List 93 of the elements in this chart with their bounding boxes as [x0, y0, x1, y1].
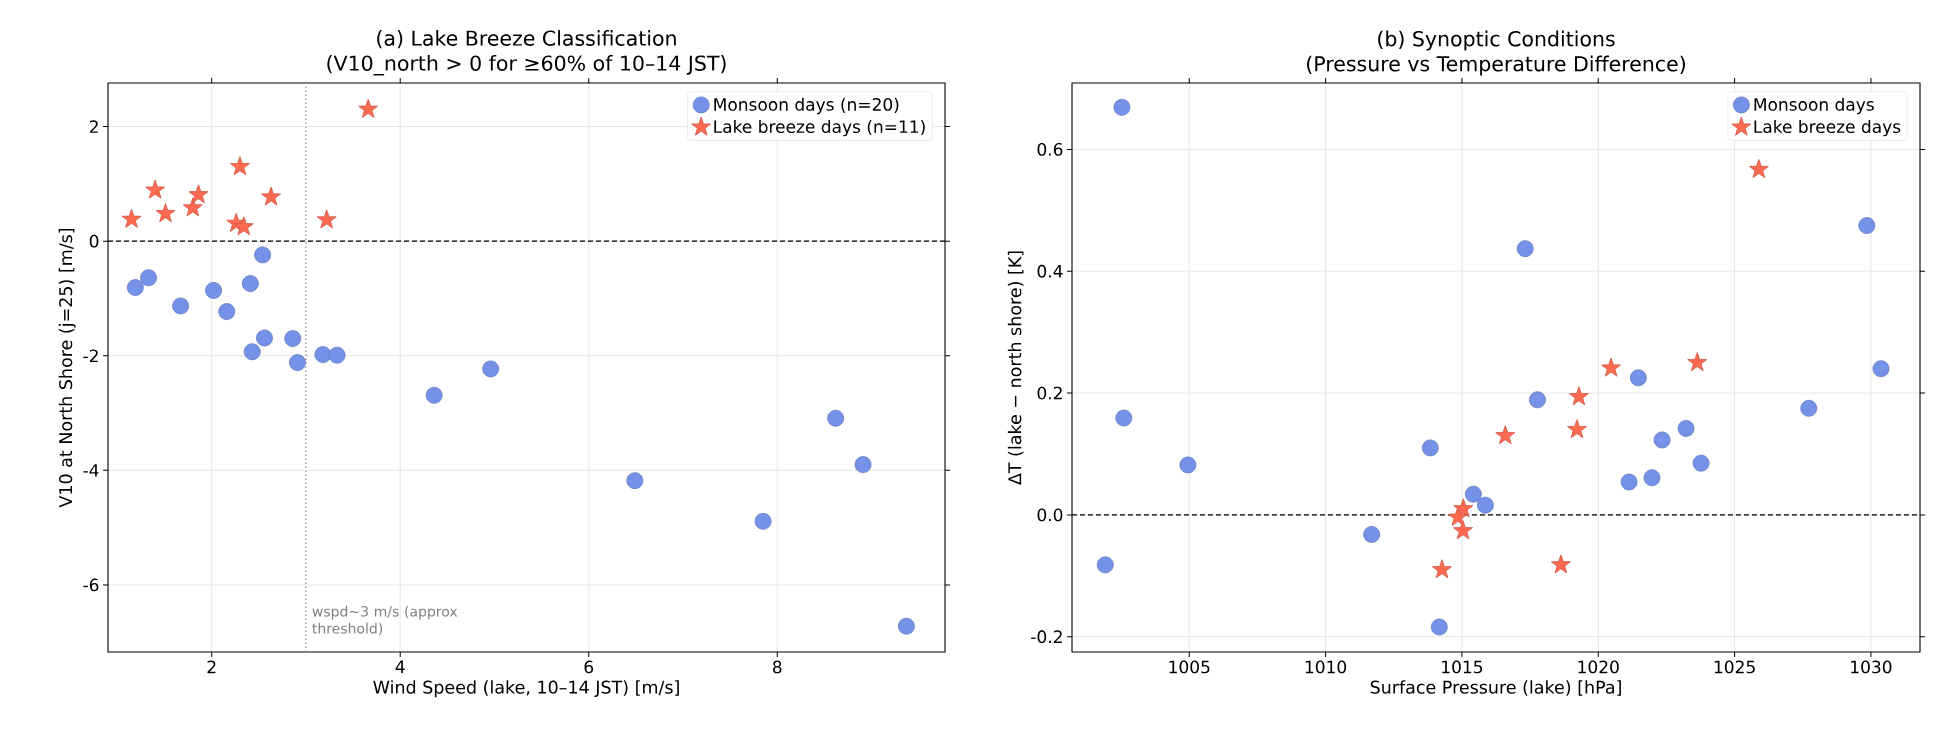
y-tick-label: 0.4 [1037, 264, 1063, 278]
point [205, 282, 222, 299]
point [316, 209, 337, 229]
point [121, 208, 142, 228]
legend-label: Lake breeze days [1754, 119, 1901, 137]
point [1692, 454, 1710, 472]
point [1568, 386, 1589, 406]
point [1643, 469, 1661, 487]
y-tick-label: 0.6 [1037, 142, 1063, 156]
x-tick-label: 8 [772, 660, 782, 674]
x-tick-label: 1020 [1578, 660, 1619, 674]
point [1476, 496, 1494, 514]
point [243, 343, 261, 361]
point [1858, 217, 1876, 234]
point [241, 275, 259, 292]
point [1687, 352, 1708, 372]
y-tick-label: -0.2 [1031, 630, 1062, 644]
x-tick-label: 6 [584, 660, 594, 674]
point [230, 156, 250, 176]
point [1629, 369, 1647, 387]
point [1447, 506, 1468, 526]
x-tick-label: 2 [207, 660, 216, 674]
y-axis-title: V10 at North Shore (j=25) [m/s] [58, 228, 76, 508]
y-tick-label: 0 [89, 234, 99, 248]
point [1601, 357, 1621, 377]
annotation: wspd~3 m/s (approx threshold) [312, 605, 458, 636]
point [314, 346, 332, 363]
point [897, 617, 915, 635]
y-tick-label: 0.2 [1037, 386, 1062, 400]
point [1432, 559, 1452, 579]
point [328, 346, 346, 364]
point [256, 329, 273, 347]
point [1529, 391, 1546, 409]
point [1464, 485, 1482, 503]
point [1748, 159, 1769, 178]
legend-label: Monsoon days [1754, 97, 1874, 115]
point [218, 303, 236, 321]
point [1567, 419, 1587, 439]
point [1800, 399, 1818, 417]
point [1872, 360, 1890, 378]
y-tick-label: -6 [83, 578, 99, 592]
y-tick-label: 2 [89, 120, 98, 133]
point [1516, 240, 1534, 258]
point [1113, 98, 1131, 116]
chart-subtitle: (V10_north > 0 for ≥60% of 10–14 JST) [327, 55, 726, 76]
point [284, 330, 302, 347]
point [261, 186, 281, 206]
point [140, 269, 157, 287]
y-tick-label: -2 [83, 349, 98, 363]
point [145, 179, 166, 199]
y-tick-label: 0.0 [1037, 508, 1063, 522]
point [754, 512, 772, 530]
x-tick-label: 4 [395, 660, 405, 673]
chart-title: (a) Lake Breeze Classification [377, 30, 676, 49]
point [1096, 556, 1114, 574]
point [482, 360, 500, 378]
point [1550, 554, 1571, 574]
point [626, 472, 644, 490]
point [854, 456, 872, 474]
legend-label: Lake breeze days (n=11) [714, 119, 925, 137]
x-tick-label: 1015 [1442, 660, 1483, 674]
point [126, 279, 144, 296]
point [1363, 526, 1381, 543]
point [233, 216, 254, 236]
x-tick-label: 1005 [1169, 660, 1210, 674]
point [1453, 520, 1473, 540]
point [1620, 473, 1638, 491]
point [1179, 456, 1197, 474]
point [1115, 409, 1133, 427]
point [1495, 425, 1516, 445]
y-axis-title: ΔT (lake − north shore) [K] [1007, 251, 1024, 485]
point [827, 409, 845, 427]
point [358, 98, 379, 118]
x-axis-title: Wind Speed (lake, 10–14 JST) [m/s] [373, 680, 679, 698]
point [155, 203, 176, 223]
point [172, 297, 189, 315]
point [254, 246, 271, 264]
chart-title: (b) Synoptic Conditions [1378, 30, 1615, 51]
x-tick-label: 1010 [1305, 660, 1347, 674]
x-tick-label: 1030 [1851, 660, 1892, 674]
y-tick-label: -4 [83, 464, 99, 477]
point [1653, 431, 1671, 449]
point [1421, 439, 1439, 457]
chart-subtitle: (Pressure vs Temperature Difference) [1307, 55, 1685, 76]
legend-label: Monsoon days (n=20) [714, 97, 899, 115]
x-axis-title: Surface Pressure (lake) [hPa] [1370, 680, 1621, 696]
x-tick-label: 1025 [1714, 660, 1755, 674]
point [289, 354, 306, 372]
point [1430, 618, 1448, 636]
point [1677, 420, 1695, 437]
point [188, 184, 209, 204]
point [425, 386, 443, 404]
point [182, 197, 203, 217]
